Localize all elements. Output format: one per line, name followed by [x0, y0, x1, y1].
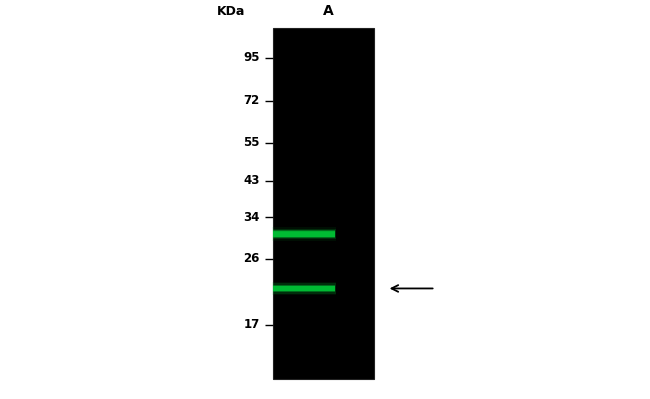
Text: 17: 17	[244, 318, 260, 332]
Bar	[273, 284, 335, 292]
Bar	[273, 28, 374, 379]
Text: A: A	[323, 4, 333, 18]
Bar	[273, 283, 336, 294]
Bar	[273, 230, 335, 238]
Text: 26: 26	[244, 253, 260, 265]
Text: 72: 72	[244, 94, 260, 107]
Bar	[274, 286, 335, 291]
Bar	[274, 286, 335, 291]
Bar	[274, 232, 335, 237]
Bar	[273, 229, 336, 239]
Text: 43: 43	[244, 174, 260, 187]
Text: KDa: KDa	[216, 5, 245, 18]
Text: 55: 55	[244, 136, 260, 149]
Bar	[272, 227, 337, 241]
Bar	[272, 282, 337, 295]
Text: 95: 95	[244, 51, 260, 64]
Text: 34: 34	[244, 211, 260, 224]
Bar	[274, 231, 335, 237]
